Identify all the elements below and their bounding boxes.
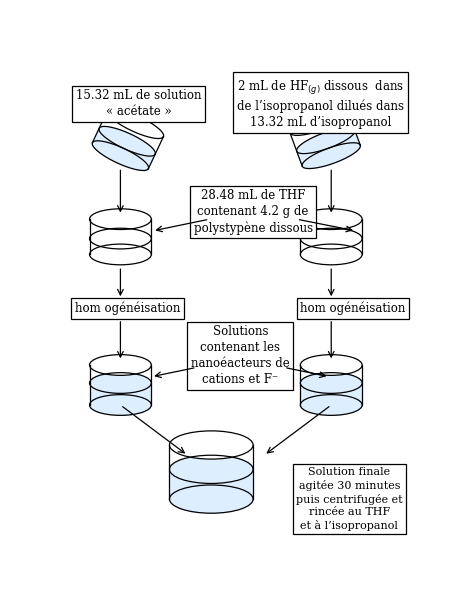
Text: 28.48 mL de THF
contenant 4.2 g de
polystyрène dissous: 28.48 mL de THF contenant 4.2 g de polys…	[194, 189, 313, 235]
Polygon shape	[300, 219, 362, 238]
Polygon shape	[300, 383, 362, 405]
Polygon shape	[90, 365, 151, 383]
Polygon shape	[300, 238, 362, 254]
Ellipse shape	[90, 373, 151, 393]
Polygon shape	[99, 126, 155, 156]
Polygon shape	[296, 128, 355, 153]
Ellipse shape	[300, 229, 362, 249]
Text: 15.32 mL de solution
« acétate »: 15.32 mL de solution « acétate »	[76, 89, 201, 119]
Polygon shape	[99, 111, 163, 154]
Ellipse shape	[90, 395, 151, 415]
Ellipse shape	[300, 373, 362, 393]
Text: hom ogénéisation: hom ogénéisation	[75, 302, 181, 315]
Polygon shape	[107, 109, 164, 139]
Ellipse shape	[169, 485, 253, 513]
Polygon shape	[90, 219, 151, 238]
Ellipse shape	[90, 244, 151, 265]
Ellipse shape	[300, 354, 362, 375]
Text: 2 mL de HF$_{(g)}$ dissous  dans
de l’isopropanol dilués dans
13.32 mL d’isoprop: 2 mL de HF$_{(g)}$ dissous dans de l’iso…	[237, 79, 404, 129]
Polygon shape	[302, 143, 360, 169]
Text: Solution finale
agitée 30 minutes
puis centrifugée et
rincée au THF
et à l’isopr: Solution finale agitée 30 minutes puis c…	[296, 467, 403, 531]
Ellipse shape	[90, 229, 151, 249]
Polygon shape	[169, 445, 253, 469]
Polygon shape	[90, 238, 151, 254]
Polygon shape	[300, 365, 362, 383]
Ellipse shape	[169, 431, 253, 459]
Ellipse shape	[90, 354, 151, 375]
Polygon shape	[92, 128, 155, 169]
Polygon shape	[169, 469, 253, 499]
Ellipse shape	[300, 395, 362, 415]
Polygon shape	[92, 141, 149, 170]
Text: hom ogénéisation: hom ogénéisation	[300, 302, 406, 315]
Ellipse shape	[90, 209, 151, 230]
Polygon shape	[297, 130, 360, 166]
Polygon shape	[290, 109, 348, 136]
Ellipse shape	[300, 209, 362, 230]
Ellipse shape	[169, 455, 253, 483]
Polygon shape	[90, 383, 151, 405]
Polygon shape	[290, 112, 355, 152]
Ellipse shape	[300, 244, 362, 265]
Text: Solutions
contenant les
nanoéacteurs de
cations et F⁻: Solutions contenant les nanoéacteurs de …	[191, 325, 290, 386]
